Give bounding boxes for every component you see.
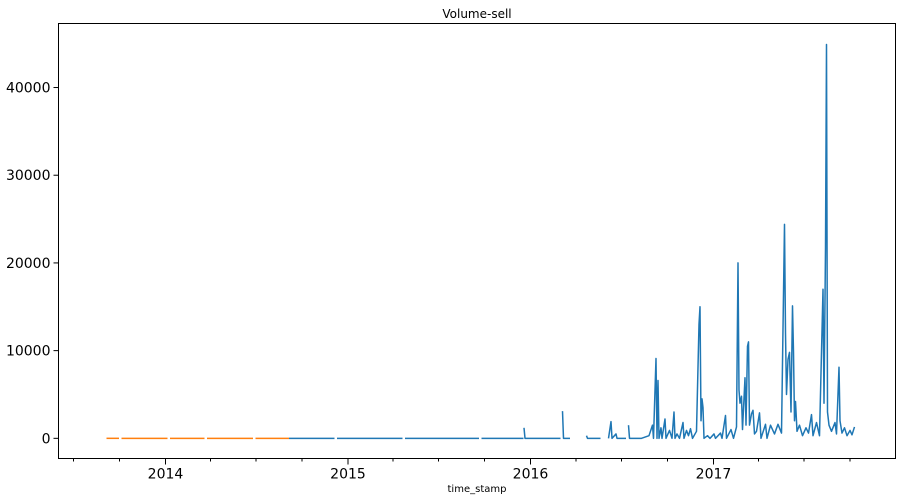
- y-tick-label: 40000: [6, 81, 51, 97]
- x-tick-label: 2015: [330, 467, 366, 483]
- series-1-segment-4: [523, 427, 561, 440]
- x-tick-label: 2017: [696, 467, 732, 483]
- y-axis: 0 10000 20000 30000 40000: [6, 81, 59, 447]
- y-tick-label: 30000: [6, 168, 51, 184]
- x-tick-label: 2014: [148, 467, 184, 483]
- series-1-segment-7: [607, 420, 626, 440]
- plot-lines: [106, 43, 856, 440]
- y-tick-label: 10000: [6, 344, 51, 360]
- y-tick-label: 20000: [6, 256, 51, 272]
- plot-frame: [58, 23, 896, 459]
- series-1-segment-5: [561, 411, 570, 440]
- series-1-segment-6: [585, 435, 601, 440]
- chart-title: Volume-sell: [442, 7, 511, 21]
- series-1-segment-8: [627, 43, 856, 440]
- y-tick-label: 0: [42, 431, 51, 447]
- x-axis-label: time_stamp: [448, 484, 507, 495]
- series-1: [289, 43, 856, 440]
- x-tick-label: 2016: [513, 467, 549, 483]
- x-axis: 2014 2015 2016 2017: [73, 458, 851, 483]
